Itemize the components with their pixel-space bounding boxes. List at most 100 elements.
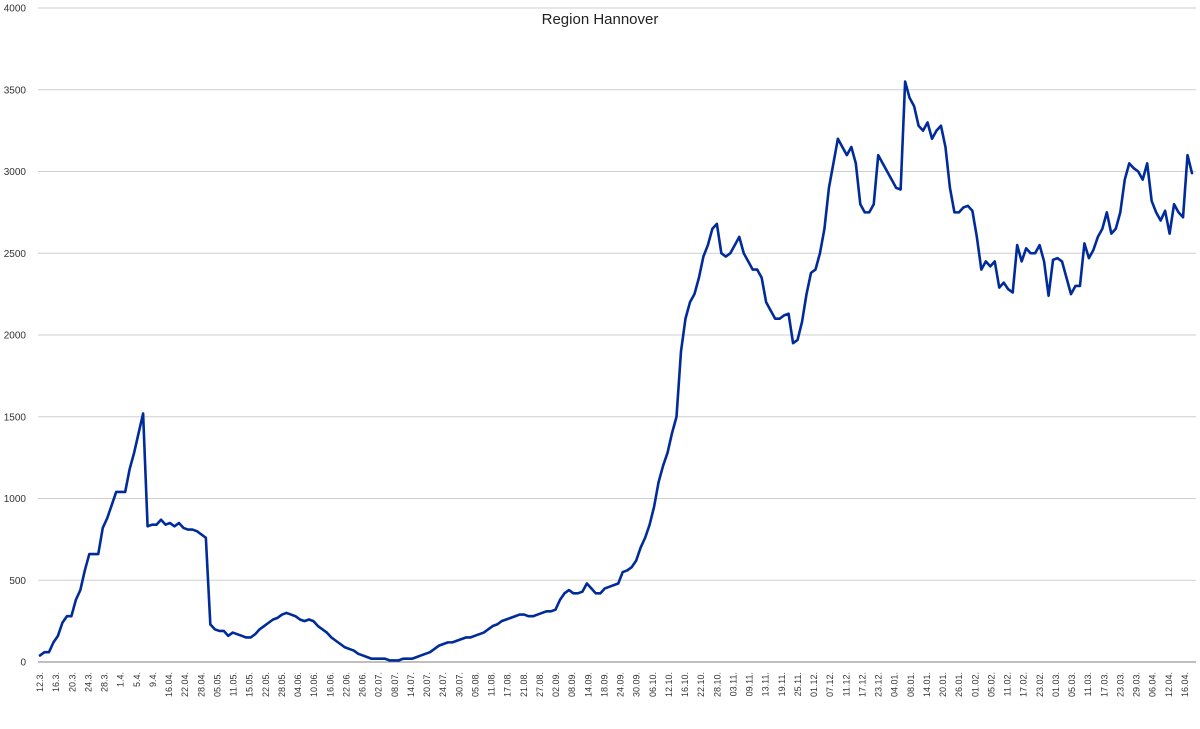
data-point [505, 618, 507, 621]
data-point [209, 623, 211, 625]
x-tick: 28.04. [196, 672, 206, 697]
x-tick-label: 12.10. [664, 672, 674, 697]
x-tick: 01.02. [970, 672, 980, 697]
data-point [474, 635, 476, 637]
x-tick-label: 05.03. [1067, 672, 1077, 697]
x-tick: 12.10. [664, 672, 674, 697]
data-point [451, 641, 453, 643]
x-tick-label: 04.01. [890, 672, 900, 697]
x-tick-label: 05.08. [470, 672, 480, 697]
data-point [1061, 260, 1063, 263]
data-point [1030, 252, 1032, 254]
data-point [563, 592, 566, 594]
data-point [1034, 252, 1036, 254]
x-tick: 02.09. [551, 672, 561, 697]
data-point [985, 260, 987, 263]
x-tick-label: 16.04. [164, 672, 174, 697]
data-point [1016, 244, 1018, 246]
x-tick: 08.09. [567, 672, 577, 697]
data-point [1124, 179, 1126, 181]
data-point [967, 205, 969, 207]
data-point [250, 636, 252, 639]
data-point [599, 592, 601, 594]
x-tick-label: 5.4. [132, 672, 142, 687]
data-point [527, 615, 530, 617]
data-point [317, 625, 319, 627]
x-tick-label: 24.07. [438, 672, 448, 697]
data-point [115, 491, 117, 493]
data-point [84, 569, 86, 572]
data-point [1164, 210, 1166, 212]
data-point [850, 146, 852, 148]
data-point [66, 615, 68, 617]
data-point [39, 654, 41, 657]
data-point [595, 592, 597, 594]
data-point [837, 138, 839, 140]
x-tick-label: 11.12. [841, 672, 851, 696]
x-tick: 14.01. [922, 672, 932, 697]
data-point [357, 653, 359, 655]
x-tick-label: 05.02. [986, 672, 996, 697]
data-point [976, 236, 978, 238]
data-point [581, 591, 583, 593]
data-point [268, 622, 270, 624]
data-point [577, 592, 579, 594]
x-tick: 13.11. [761, 672, 771, 696]
data-point [236, 633, 238, 635]
data-point [1088, 257, 1090, 259]
x-tick: 19.11. [777, 672, 787, 696]
x-tick: 30.07. [454, 672, 464, 697]
data-point [182, 527, 185, 529]
data-point [944, 146, 947, 148]
x-tick: 01.03. [1051, 672, 1061, 697]
x-tick: 12.3. [35, 672, 45, 692]
data-point [1106, 211, 1108, 213]
data-point [335, 640, 337, 642]
x-tick-label: 01.02. [970, 672, 980, 697]
data-point [900, 188, 902, 191]
data-point [124, 491, 126, 493]
data-point [259, 628, 261, 630]
data-point [779, 318, 781, 320]
x-tick-label: 19.11. [777, 672, 787, 696]
x-tick: 28.05. [277, 672, 287, 697]
y-tick-label: 0 [20, 658, 26, 669]
data-point [554, 609, 557, 611]
x-tick-label: 29.03. [1132, 672, 1142, 697]
data-point [859, 203, 861, 205]
data-point [43, 651, 46, 653]
data-point [519, 613, 521, 616]
data-point [241, 635, 243, 637]
data-point [926, 121, 929, 124]
data-point [402, 658, 404, 660]
data-point [1056, 257, 1059, 259]
data-point [671, 432, 673, 434]
data-point [917, 125, 920, 127]
data-point [384, 658, 386, 660]
data-point [200, 533, 202, 536]
data-point [868, 211, 870, 213]
x-tick: 01.12. [809, 672, 819, 697]
data-point [1177, 211, 1180, 213]
x-tick: 16.10. [680, 672, 690, 697]
data-point [855, 162, 857, 164]
data-point [469, 636, 471, 639]
x-tick: 14.09. [583, 672, 593, 697]
x-tick: 22.05. [261, 672, 271, 697]
data-point [698, 277, 700, 279]
x-tick-label: 14.01. [922, 672, 932, 697]
data-point [568, 589, 570, 591]
data-point [953, 211, 956, 213]
y-tick-label: 3000 [4, 167, 27, 178]
data-point [102, 527, 104, 529]
x-tick-label: 03.11. [728, 672, 738, 696]
x-tick-label: 30.09. [632, 672, 642, 697]
data-point [424, 653, 427, 655]
x-tick: 17.02. [1019, 672, 1029, 697]
x-tick-label: 20.07. [422, 672, 432, 697]
x-tick-label: 14.07. [406, 672, 416, 697]
x-tick: 18.09. [599, 672, 609, 697]
x-tick-label: 12.3. [35, 672, 45, 692]
x-tick: 24.3. [83, 672, 93, 692]
